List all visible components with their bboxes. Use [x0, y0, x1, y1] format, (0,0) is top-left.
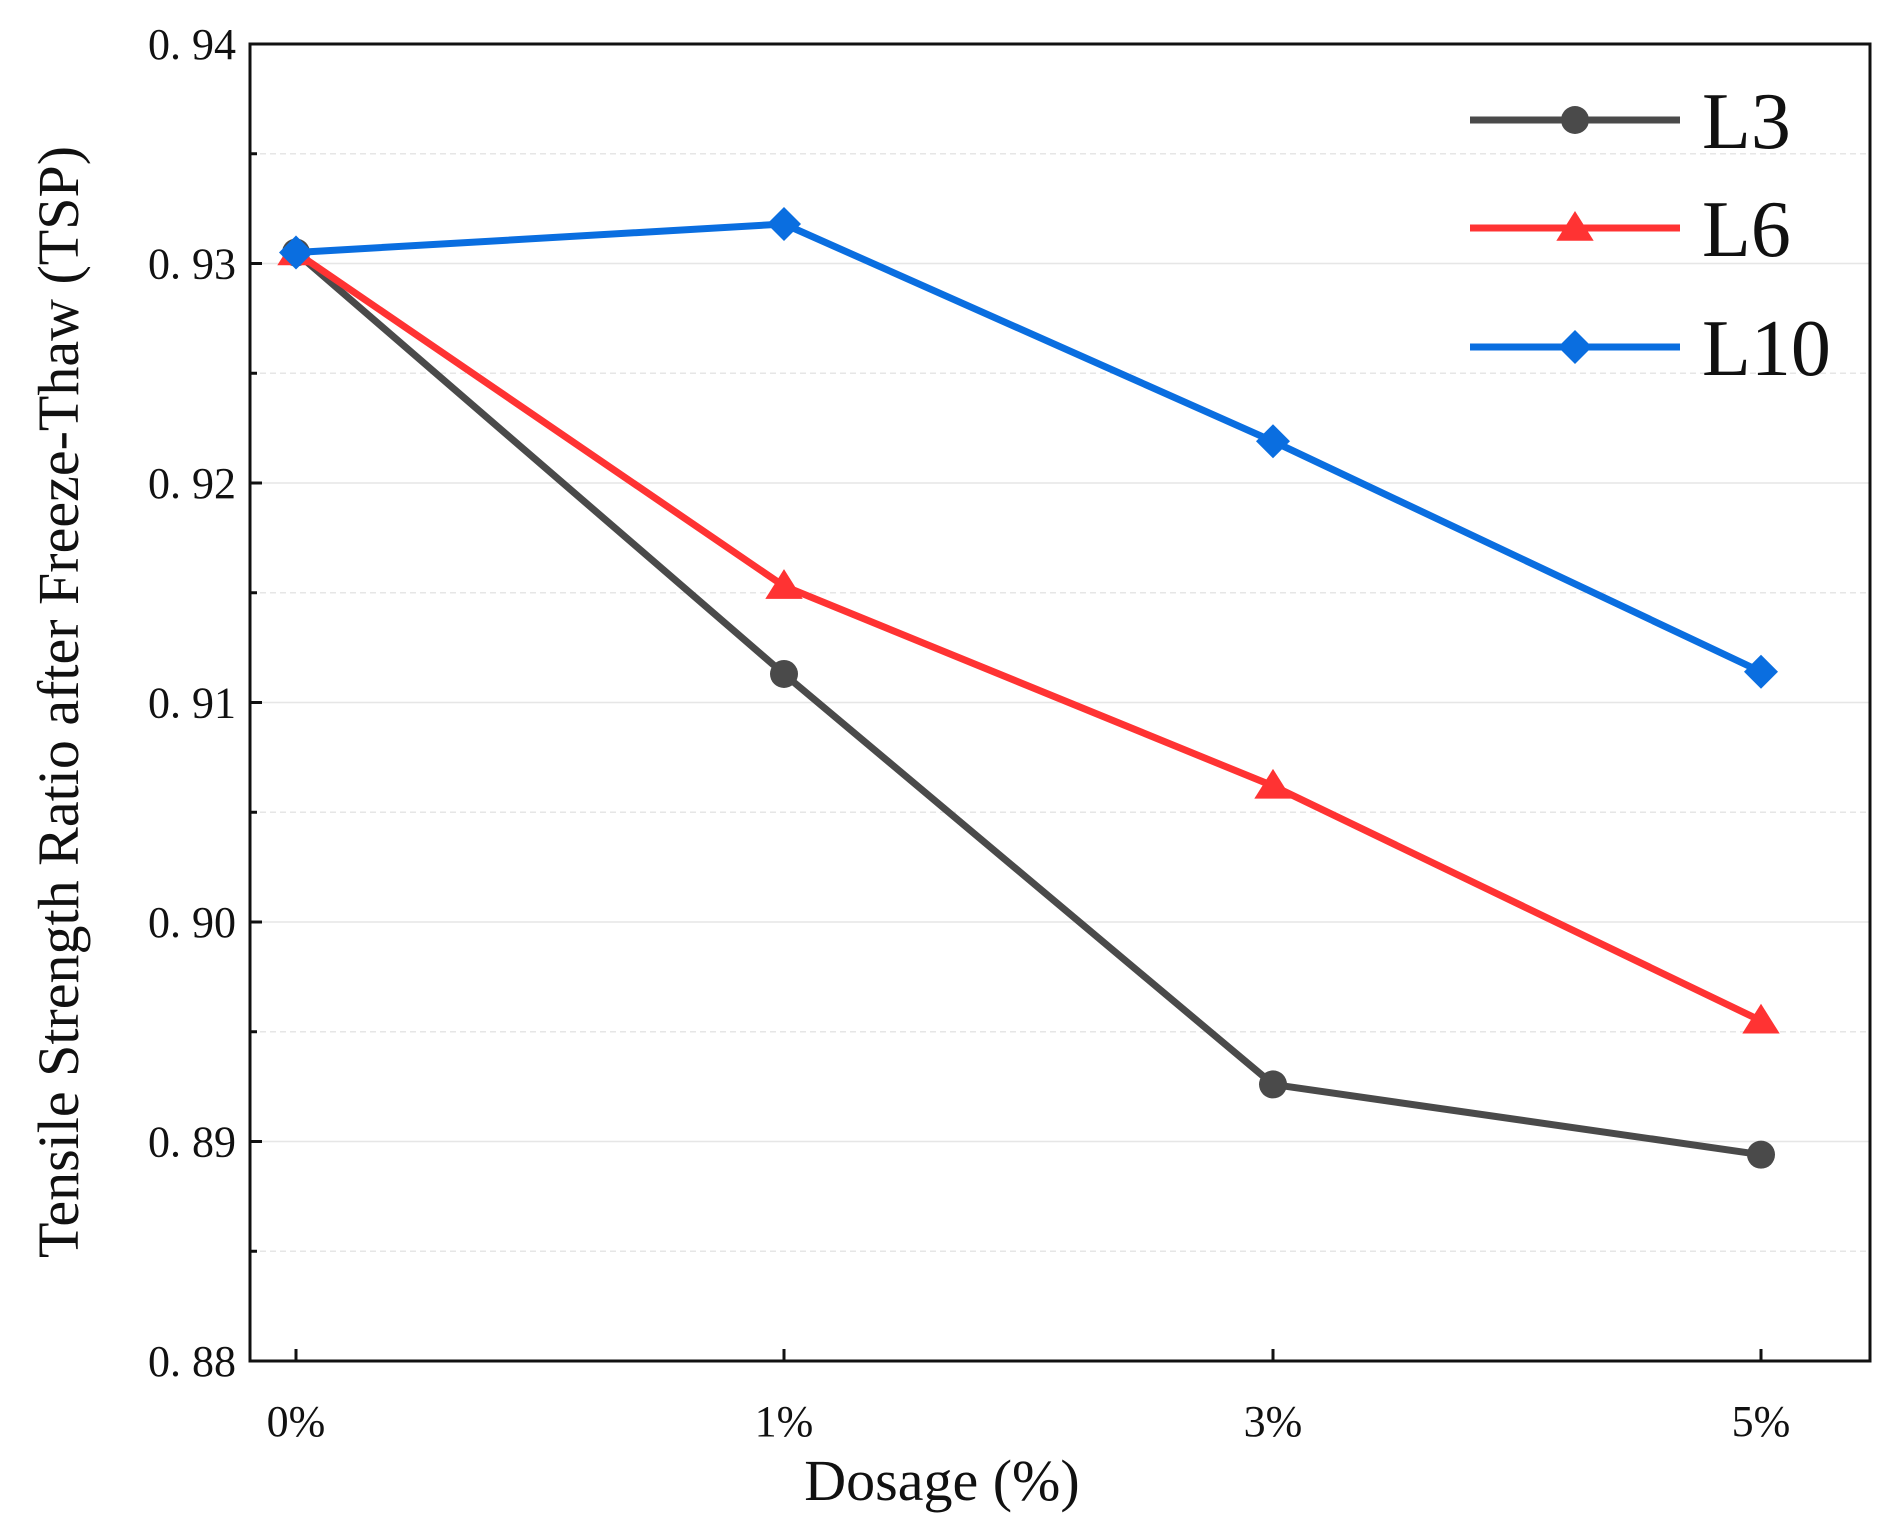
y-tick-label: 0. 89 [148, 1118, 236, 1167]
legend: L3 L6 L10 [1470, 78, 1831, 393]
x-tick-label: 5% [1732, 1397, 1791, 1446]
series-l3 [282, 238, 1775, 1169]
y-tick-label: 0. 88 [148, 1337, 236, 1386]
data-point-l6 [1254, 768, 1292, 799]
data-point-l6 [765, 569, 803, 599]
y-tick-label: 0. 90 [148, 898, 236, 947]
data-point-l3 [770, 659, 798, 688]
legend-label: L3 [1702, 78, 1791, 166]
x-axis-title: Dosage (%) [804, 1448, 1079, 1513]
legend-marker [1558, 330, 1592, 364]
y-tick-label: 0. 92 [148, 459, 236, 508]
legend-label: L6 [1702, 186, 1791, 274]
series-l6 [277, 235, 1780, 1034]
legend-marker [1556, 211, 1594, 241]
legend-item-l3: L3 [1470, 78, 1791, 166]
legend-item-l10: L10 [1470, 305, 1831, 393]
data-point-l10 [279, 235, 313, 270]
y-axis-title: Tensile Strength Ratio after Freeze-Thaw… [26, 146, 91, 1258]
x-tick-label: 1% [755, 1397, 814, 1446]
data-point-l10 [767, 206, 801, 241]
y-tick-label: 0. 93 [148, 240, 236, 289]
series-l10 [279, 206, 1778, 689]
y-tick-label: 0. 91 [148, 679, 236, 728]
series-group [277, 206, 1780, 1169]
data-point-l10 [1744, 654, 1778, 689]
y-axis-ticks: 0. 88 0. 89 0. 90 0. 91 0. 92 0. 93 0. 94 [148, 20, 262, 1386]
data-point-l3 [1747, 1140, 1775, 1169]
x-axis-ticks: 0% 1% 3% 5% [267, 1349, 1791, 1446]
legend-marker [1561, 106, 1589, 134]
x-tick-label: 0% [267, 1397, 326, 1446]
series-line-l3 [293, 249, 1762, 1159]
legend-label: L10 [1702, 305, 1831, 393]
x-tick-label: 3% [1244, 1397, 1303, 1446]
series-line-l10 [295, 220, 1763, 675]
data-point-l3 [1259, 1070, 1287, 1099]
data-point-l10 [1256, 424, 1290, 459]
legend-item-l6: L6 [1470, 186, 1791, 274]
series-line-l6 [294, 249, 1763, 1024]
data-point-l6 [1742, 1003, 1780, 1034]
y-tick-label: 0. 94 [148, 20, 236, 69]
